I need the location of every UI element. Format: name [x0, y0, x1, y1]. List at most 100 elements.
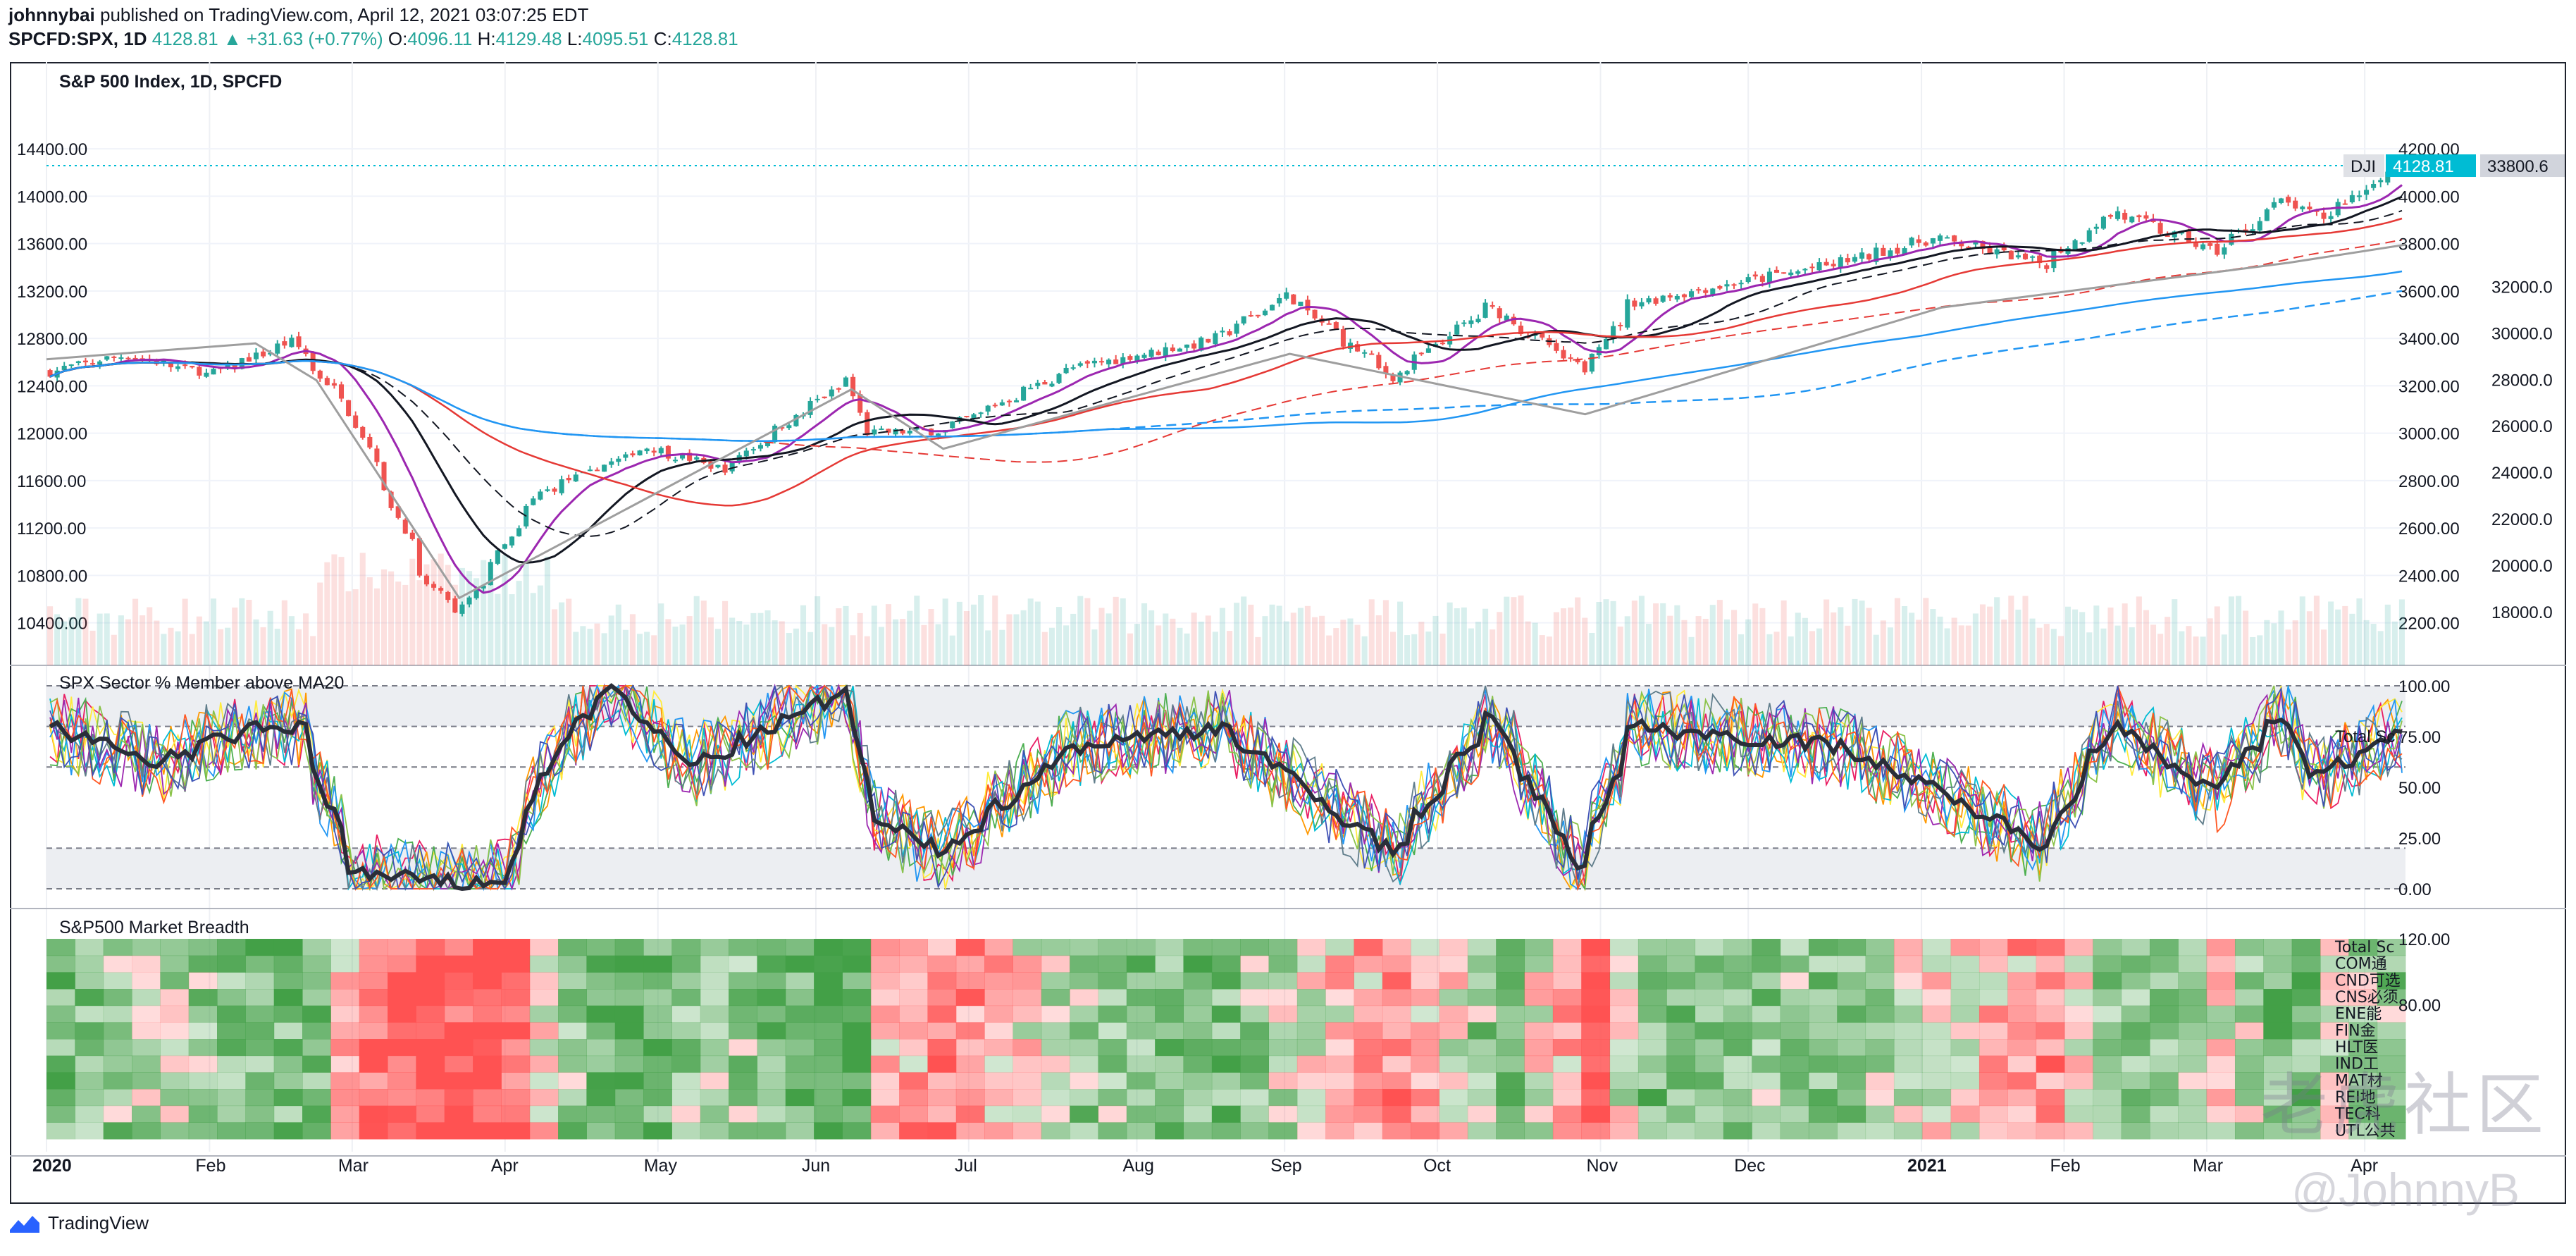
candle-body — [1980, 240, 1986, 250]
candle-body — [1937, 235, 1943, 241]
last-dji-tag-label: 33800.6 — [2487, 157, 2549, 176]
heatmap-cell — [1070, 1122, 1098, 1140]
volume-bar — [2057, 636, 2064, 665]
heatmap-cell — [1581, 939, 1611, 956]
candle-body — [651, 450, 657, 453]
candle-body — [552, 488, 557, 492]
candle-body — [275, 343, 280, 354]
volume-bar — [2072, 609, 2079, 665]
heatmap-cell — [729, 1072, 757, 1090]
heatmap-cell — [1183, 972, 1213, 990]
heatmap-cell — [132, 1122, 161, 1140]
heatmap-cell — [2007, 989, 2037, 1006]
heatmap-cell — [2320, 955, 2349, 973]
candle-body — [715, 464, 721, 468]
heatmap-cell — [1496, 955, 1525, 973]
heatmap-cell — [1354, 1022, 1383, 1040]
volume-bar — [1269, 604, 1275, 665]
heatmap-cell — [1666, 972, 1696, 990]
heatmap-cell — [529, 1005, 559, 1023]
heatmap-cell — [473, 1105, 502, 1123]
heatmap-cell — [1752, 972, 1781, 990]
volume-bar — [1368, 599, 1375, 665]
volume-bar — [779, 621, 785, 665]
heatmap-cell — [842, 939, 872, 956]
tradingview-logo-icon[interactable] — [8, 1213, 41, 1234]
volume-bar — [1546, 636, 1552, 665]
price-axis-tick-label: 2200.00 — [2398, 615, 2460, 634]
heatmap-cell — [984, 1055, 1013, 1073]
volume-bar — [2200, 636, 2206, 665]
candle-body — [1312, 309, 1318, 319]
candle-body — [61, 365, 67, 370]
author-name[interactable]: johnnybai — [8, 4, 95, 25]
candle-body — [1994, 249, 2000, 254]
heatmap-cell — [1723, 939, 1752, 956]
candle-body — [1568, 357, 1573, 359]
heatmap-cell — [1979, 955, 2008, 973]
heatmap-cell — [1695, 1105, 1724, 1123]
volume-bar — [2022, 596, 2029, 665]
heatmap-cell — [330, 1039, 360, 1057]
heatmap-cell — [785, 1005, 815, 1023]
heatmap-cell — [1325, 1072, 1355, 1090]
candle-body — [559, 479, 564, 493]
candle-body — [2172, 231, 2177, 238]
heatmap-cell — [586, 1039, 616, 1057]
heatmap-cell — [757, 955, 786, 973]
candle-body — [616, 458, 621, 462]
heatmap-cell — [188, 955, 218, 973]
candle-body — [1184, 344, 1190, 348]
heatmap-cell — [75, 1089, 104, 1107]
candle-body — [1213, 333, 1218, 345]
volume-bar — [2370, 624, 2377, 665]
heatmap-cell — [870, 989, 900, 1006]
heatmap-cell — [1979, 939, 2008, 956]
heatmap-cell — [1411, 1005, 1440, 1023]
heatmap-cell — [160, 1089, 190, 1107]
volume-bar — [373, 588, 380, 665]
candle-body — [502, 544, 507, 549]
candle-body — [836, 388, 841, 390]
heatmap-cell — [870, 1055, 900, 1073]
heatmap-cell — [273, 1055, 303, 1073]
heatmap-cell — [1609, 1055, 1639, 1073]
heatmap-cell — [814, 1005, 843, 1023]
heatmap-cell — [757, 1072, 786, 1090]
heatmap-cell — [927, 1089, 957, 1107]
heatmap-cell — [1354, 1072, 1383, 1090]
heatmap-cell — [1922, 1089, 1952, 1107]
heatmap-cell — [416, 1005, 445, 1023]
heatmap-cell — [729, 1005, 757, 1023]
candle-body — [893, 429, 898, 435]
heatmap-cell — [1126, 972, 1156, 990]
heatmap-cell — [2377, 1022, 2406, 1040]
heatmap-cell — [1070, 1005, 1098, 1023]
heatmap-cell — [473, 1005, 502, 1023]
heatmap-cell — [1780, 1105, 1809, 1123]
heatmap-cell — [1382, 1039, 1411, 1057]
close-value: 4128.81 — [671, 28, 738, 49]
heatmap-cell — [2036, 1055, 2065, 1073]
heatmap-cell — [2263, 1005, 2293, 1023]
candle-body — [950, 421, 955, 429]
heatmap-cell — [1126, 1122, 1156, 1140]
footer-brand[interactable]: TradingView — [48, 1212, 149, 1233]
heatmap-cell — [899, 1122, 928, 1140]
candle-body — [2051, 250, 2057, 269]
candle-body — [1440, 343, 1446, 345]
candle-body — [1291, 294, 1296, 304]
volume-bar — [218, 629, 224, 665]
heatmap-cell — [1041, 972, 1070, 990]
heatmap-cell — [1183, 1005, 1213, 1023]
heatmap-cell — [1865, 1039, 1895, 1057]
heatmap-cell — [2121, 1122, 2150, 1140]
heatmap-cell — [1723, 972, 1752, 990]
heatmap-cell — [1041, 989, 1070, 1006]
candle-body — [1674, 295, 1680, 300]
chart-canvas[interactable]: 10400.0010800.0011200.0011600.0012000.00… — [10, 62, 2566, 1204]
heatmap-cell — [359, 1039, 388, 1057]
heatmap-cell — [1126, 989, 1156, 1006]
heatmap-cell — [1325, 1122, 1355, 1140]
chart-header: johnnybai published on TradingView.com, … — [8, 3, 2573, 51]
